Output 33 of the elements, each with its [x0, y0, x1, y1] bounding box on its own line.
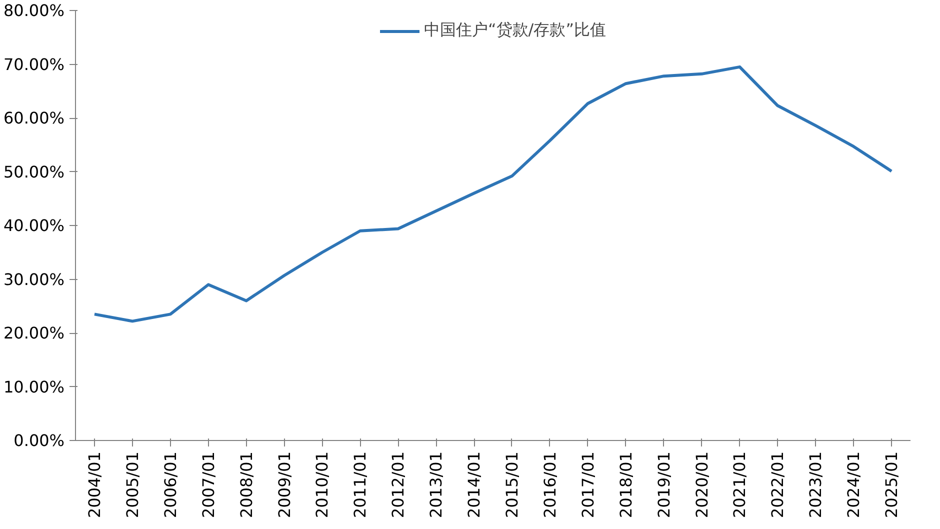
x-tick-label: 2013/01 — [426, 452, 446, 518]
x-tick-label: 2005/01 — [122, 452, 142, 518]
x-tick-label: 2011/01 — [350, 452, 370, 518]
y-tick-label: 60.00% — [3, 108, 65, 128]
x-tick-label: 2014/01 — [464, 452, 484, 518]
y-tick-label: 50.00% — [3, 162, 65, 182]
y-tick-label: 10.00% — [3, 377, 65, 396]
y-tick-label: 30.00% — [3, 270, 65, 289]
x-tick-label: 2025/01 — [882, 452, 902, 518]
x-tick-label: 2006/01 — [160, 452, 180, 518]
x-tick-label: 2004/01 — [84, 452, 104, 518]
x-tick-label: 2008/01 — [236, 452, 256, 518]
x-tick-label: 2023/01 — [806, 452, 826, 518]
legend-label: 中国住户“贷款/存款”比值 — [424, 20, 606, 41]
x-tick-label: 2015/01 — [502, 452, 522, 518]
x-tick-label: 2022/01 — [768, 452, 788, 518]
x-tick-label: 2016/01 — [540, 452, 560, 518]
y-tick-label: 70.00% — [3, 54, 65, 74]
x-tick-label: 2017/01 — [578, 452, 598, 518]
x-tick-label: 2010/01 — [312, 452, 332, 518]
x-tick-label: 2019/01 — [654, 452, 674, 518]
x-tick-label: 2021/01 — [730, 452, 750, 518]
line-series — [92, 65, 894, 323]
x-tick-label: 2009/01 — [274, 452, 294, 518]
x-tick-label: 2007/01 — [198, 452, 218, 518]
y-tick-label: 80.00% — [3, 1, 65, 20]
y-tick-label: 20.00% — [3, 324, 65, 342]
x-tick-label: 2012/01 — [388, 452, 408, 518]
y-tick-label: 0.00% — [14, 431, 64, 450]
x-tick-label: 2024/01 — [844, 452, 864, 518]
y-tick-label: 40.00% — [3, 216, 65, 235]
x-tick-label: 2018/01 — [616, 452, 636, 518]
x-tick-label: 2020/01 — [692, 452, 712, 518]
